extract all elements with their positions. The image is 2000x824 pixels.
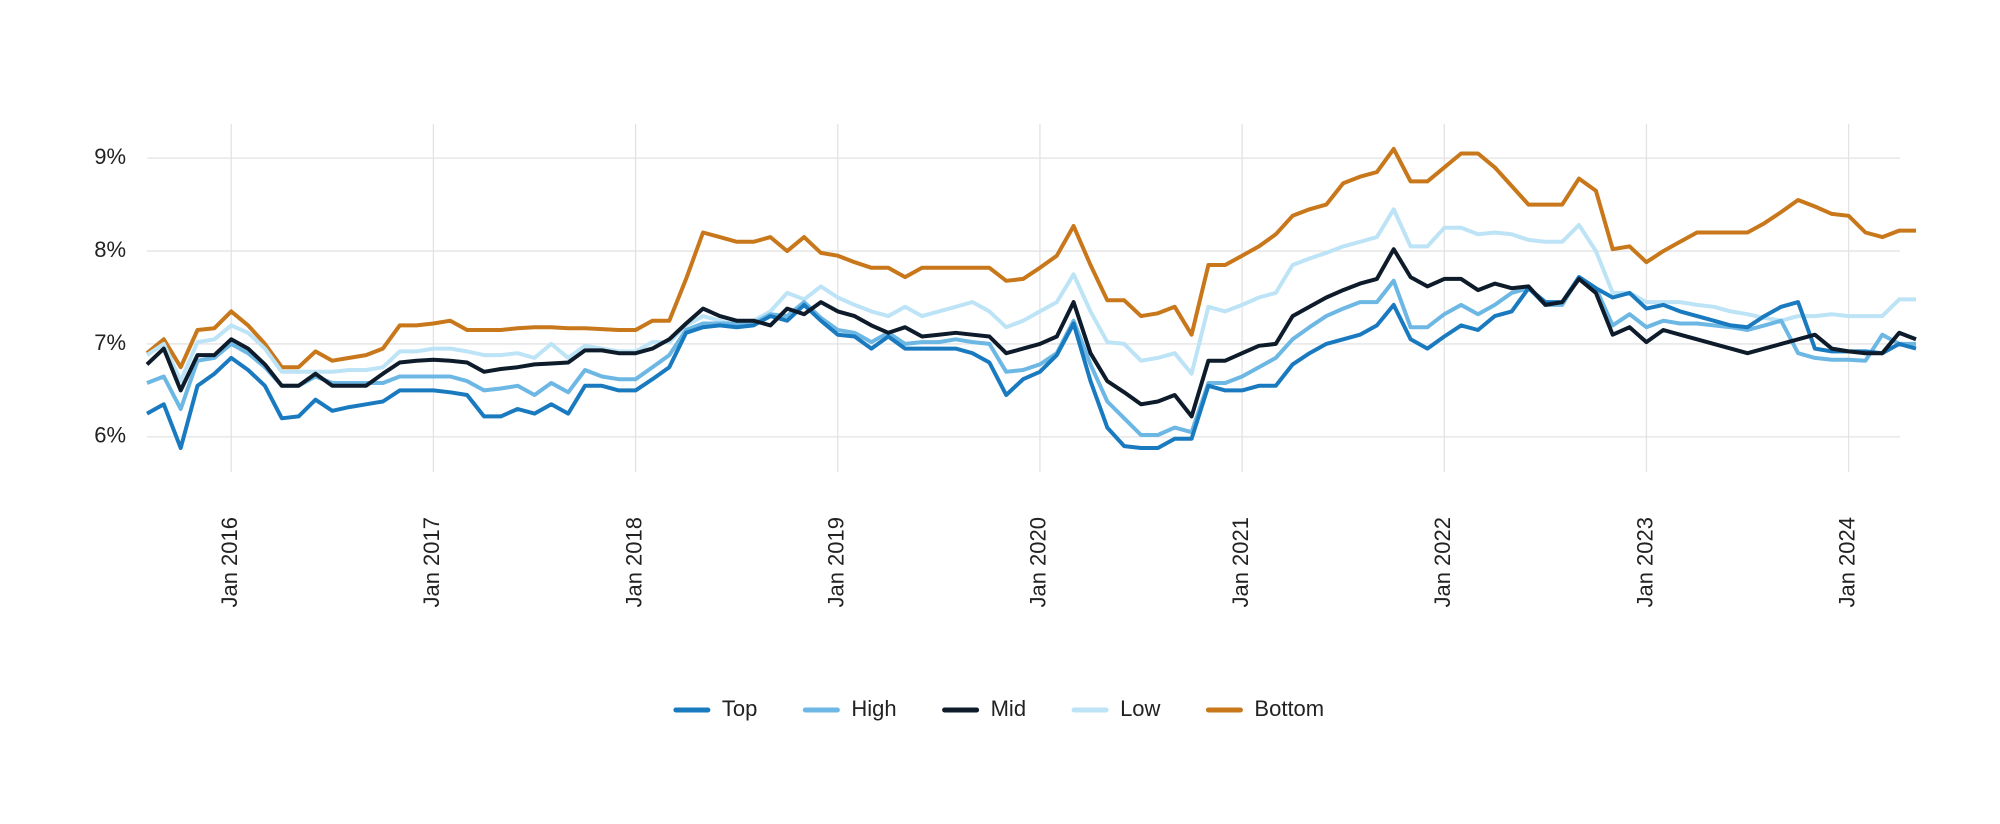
legend-item: Mid <box>942 696 1026 721</box>
legend-item: High <box>802 696 897 721</box>
legend: Top High Mid Low Bottom <box>673 696 1324 721</box>
legend-item: Low <box>1071 696 1161 721</box>
line-series <box>145 146 1916 370</box>
legend-label: Mid <box>991 696 1026 721</box>
x-tick-label: Jan 2019 <box>824 517 849 608</box>
line-series <box>145 207 1916 384</box>
x-tick-label: Jan 2018 <box>621 517 646 608</box>
line-series <box>146 275 1916 437</box>
x-tick-label: Jan 2017 <box>419 517 444 608</box>
line-series <box>146 275 1917 450</box>
line-series <box>145 247 1917 419</box>
legend-label: Low <box>1120 696 1160 721</box>
x-tick-label: Jan 2023 <box>1632 517 1657 608</box>
x-tick-label: Jan 2021 <box>1228 517 1253 608</box>
legend-label: Top <box>722 696 757 721</box>
legend-item: Top <box>673 696 757 721</box>
y-tick-label: 9% <box>94 144 126 169</box>
x-tick-label: Jan 2016 <box>217 517 242 608</box>
y-tick-label: 7% <box>94 330 126 355</box>
legend-label: High <box>851 696 896 721</box>
legend-item: Bottom <box>1205 696 1324 721</box>
legend-label: Bottom <box>1254 696 1324 721</box>
y-tick-label: 8% <box>94 237 126 262</box>
y-tick-label: 6% <box>94 423 126 448</box>
x-tick-label: Jan 2022 <box>1430 517 1455 608</box>
x-tick-label: Jan 2024 <box>1834 517 1859 608</box>
x-tick-label: Jan 2020 <box>1026 517 1051 608</box>
